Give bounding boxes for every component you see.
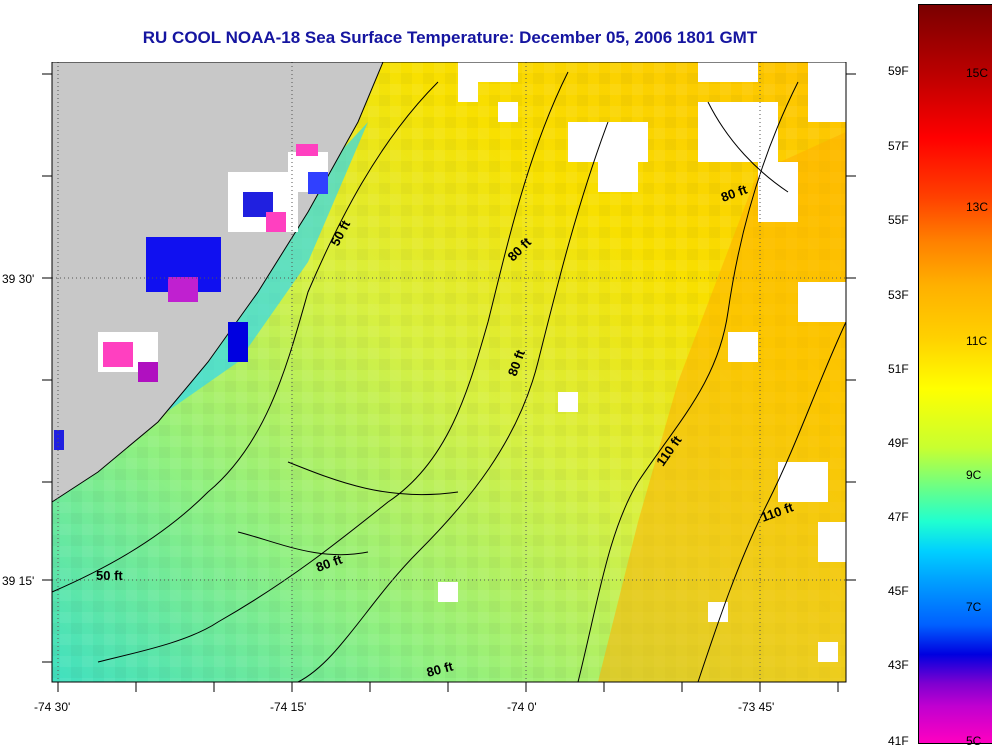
lon-label: -74 15' (270, 700, 307, 714)
celsius-label: 5C (966, 734, 982, 748)
celsius-label: 7C (966, 600, 982, 614)
contour-label: 50 ft (96, 568, 123, 583)
fahrenheit-label: 53F (888, 288, 909, 302)
temperature-colorbar (918, 4, 992, 744)
map-title: RU COOL NOAA-18 Sea Surface Temperature:… (142, 28, 758, 47)
lat-label: 39 15' (2, 574, 35, 588)
celsius-label: 11C (966, 334, 988, 348)
fahrenheit-label: 43F (888, 658, 909, 672)
warm-water-region (598, 132, 846, 682)
lat-lon-grid (52, 62, 846, 682)
fahrenheit-label: 45F (888, 584, 909, 598)
axis-ticks (42, 73, 856, 692)
fahrenheit-label: 59F (888, 64, 909, 78)
celsius-label: 15C (966, 66, 989, 80)
fahrenheit-label: 51F (888, 362, 909, 376)
fahrenheit-label: 49F (888, 436, 909, 450)
map-border (51, 62, 847, 683)
lon-label: -74 0' (507, 700, 537, 714)
coastal-bay-pixels (54, 144, 328, 450)
celsius-label: 13C (966, 200, 989, 214)
sst-map-canvas: 50 ft 50 ft 80 ft 80 ft 80 ft 80 ft 80 f… (42, 62, 856, 692)
sst-map: 50 ft 50 ft 80 ft 80 ft 80 ft 80 ft 80 f… (38, 62, 860, 694)
fahrenheit-label: 57F (888, 139, 909, 153)
fahrenheit-label: 41F (888, 734, 909, 748)
celsius-label: 9C (966, 468, 982, 482)
contour-label: 80 ft (425, 658, 455, 680)
depth-contours (51, 71, 847, 683)
fahrenheit-label: 55F (888, 213, 909, 227)
cloud-pixels (438, 62, 846, 662)
fahrenheit-label: 47F (888, 510, 909, 524)
lon-label: -73 45' (738, 700, 775, 714)
lon-label: -74 30' (34, 700, 71, 714)
lat-label: 39 30' (2, 272, 35, 286)
